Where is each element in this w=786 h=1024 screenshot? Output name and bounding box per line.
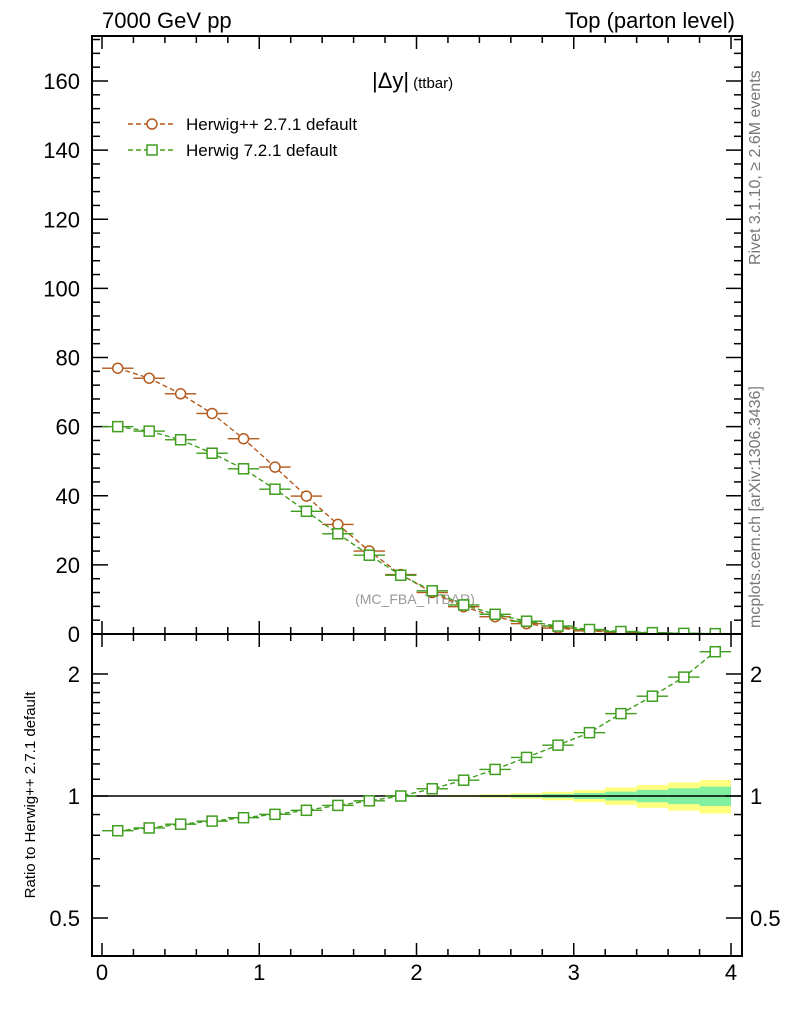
ratio-axis-ticks	[92, 634, 742, 956]
ratio-y-tick-label-right: 1	[750, 784, 762, 809]
main-series-layer	[102, 362, 731, 634]
main-series-1-point	[615, 625, 627, 634]
rivet-version-label: Rivet 3.1.10, ≥ 2.6M events	[747, 70, 764, 265]
analysis-watermark: (MC_FBA_TTBAR)	[355, 591, 475, 607]
x-tick-labels: 0 1 2 3 4	[96, 960, 737, 985]
ratio-series-0-point	[552, 739, 564, 751]
ratio-y-tick-label-right: 2	[750, 662, 762, 687]
main-series-1-point	[426, 585, 438, 597]
main-y-tick-label: 140	[43, 138, 80, 163]
ratio-series-0-point	[457, 774, 470, 786]
main-series-1-point	[646, 626, 659, 634]
header-collision-label: 7000 GeV pp	[102, 8, 232, 33]
main-series-0-point	[300, 490, 313, 502]
main-series-1-point	[237, 463, 250, 475]
main-title-variable: |Δy|	[372, 68, 409, 93]
legend-marker	[146, 118, 158, 130]
ratio-series-0-point	[583, 726, 596, 739]
main-series-1-point	[300, 505, 313, 518]
main-series-1-point	[174, 434, 187, 446]
main-series-0-point	[111, 362, 124, 374]
ratio-series-layer	[102, 645, 731, 837]
ratio-y-tick-label: 1	[68, 784, 80, 809]
mcplots-reference-label: mcplots.cern.ch [arXiv:1306.3436]	[747, 386, 764, 628]
main-y-tick-label: 20	[56, 553, 80, 578]
ratio-series-0-point	[489, 763, 501, 776]
ratio-series-0-point	[269, 808, 281, 821]
x-tick-label: 2	[410, 960, 422, 985]
main-y-tick-label: 80	[56, 346, 80, 371]
ratio-series-0-point	[395, 790, 407, 802]
ratio-series-0-point	[300, 804, 313, 817]
ratio-y-tick-label-right: 0.5	[750, 906, 781, 931]
ratio-series-0-point	[615, 707, 627, 720]
ratio-series-0-point	[237, 811, 250, 824]
main-y-tick-labels: 0 20 40 60 80 100 120 140 160	[43, 69, 80, 647]
ratio-y-tick-label: 2	[68, 662, 80, 687]
main-series-1-point	[332, 528, 344, 540]
main-panel: 0 20 40 60 80 100 120 140 160 |Δy| (ttbar) (MC_FB…	[43, 35, 743, 647]
ratio-series-0-point	[646, 690, 659, 702]
main-series-0-point	[269, 461, 281, 473]
ratio-series-0-point	[111, 824, 124, 837]
ratio-series-0-point	[678, 671, 690, 683]
legend-label: Herwig 7.2.1 default	[186, 141, 337, 160]
ratio-series-0-point	[143, 822, 155, 834]
main-series-1-point	[143, 425, 155, 437]
x-tick-label: 4	[725, 960, 737, 985]
ratio-series-0-point	[709, 645, 722, 658]
x-tick-label: 3	[568, 960, 580, 985]
ratio-series-0-point	[426, 783, 438, 795]
ratio-series-0-point	[332, 799, 344, 812]
main-series-1-point	[552, 620, 564, 632]
main-y-tick-label: 0	[68, 622, 80, 647]
x-tick-label: 1	[253, 960, 265, 985]
main-series-0-point	[206, 407, 218, 420]
main-series-1-point	[520, 615, 533, 627]
main-series-1-point	[583, 623, 596, 634]
legend-marker	[146, 144, 158, 156]
main-title: |Δy| (ttbar)	[372, 68, 453, 93]
main-y-tick-label: 60	[56, 415, 80, 440]
ratio-y-tick-label: 0.5	[49, 906, 80, 931]
main-series-0-point	[237, 432, 250, 445]
ratio-y-axis-label: Ratio to Herwig++ 2.7.1 default	[22, 691, 39, 899]
ratio-y-tick-labels: 0.5 0.5 1 1 2 2	[49, 662, 780, 931]
ratio-series-0-point	[520, 751, 533, 764]
ratio-series-0-point	[174, 818, 187, 830]
main-series-0-point	[332, 518, 344, 531]
main-y-tick-label: 120	[43, 207, 80, 232]
main-y-tick-label: 100	[43, 276, 80, 301]
main-series-0-point	[174, 388, 187, 400]
ratio-series-0-point	[363, 795, 376, 807]
main-series-1-point	[395, 569, 407, 581]
ratio-uncertainty-band	[92, 780, 742, 814]
main-series-1-point	[457, 599, 470, 611]
ratio-series-0-point	[206, 815, 218, 827]
main-y-tick-label: 160	[43, 69, 80, 94]
main-series-1-point	[206, 447, 218, 459]
x-tick-label: 0	[96, 960, 108, 985]
main-axis-ticks	[92, 36, 742, 635]
main-y-tick-label: 40	[56, 484, 80, 509]
ratio-panel: 0.5 0.5 1 1 2 2 Ratio to Herwig++ 2.7.1 defau…	[22, 633, 781, 957]
main-title-suffix: (ttbar)	[413, 75, 453, 92]
legend: Herwig++ 2.7.1 default Herwig 7.2.1 defau…	[128, 115, 357, 160]
main-series-1-point	[111, 420, 124, 433]
main-series-1-point	[363, 549, 376, 561]
main-series-1-point	[489, 608, 501, 621]
header-process-label: Top (parton level)	[565, 8, 735, 33]
main-series-0-point	[143, 372, 155, 384]
main-series-1-point	[269, 483, 281, 495]
legend-label: Herwig++ 2.7.1 default	[186, 115, 357, 134]
